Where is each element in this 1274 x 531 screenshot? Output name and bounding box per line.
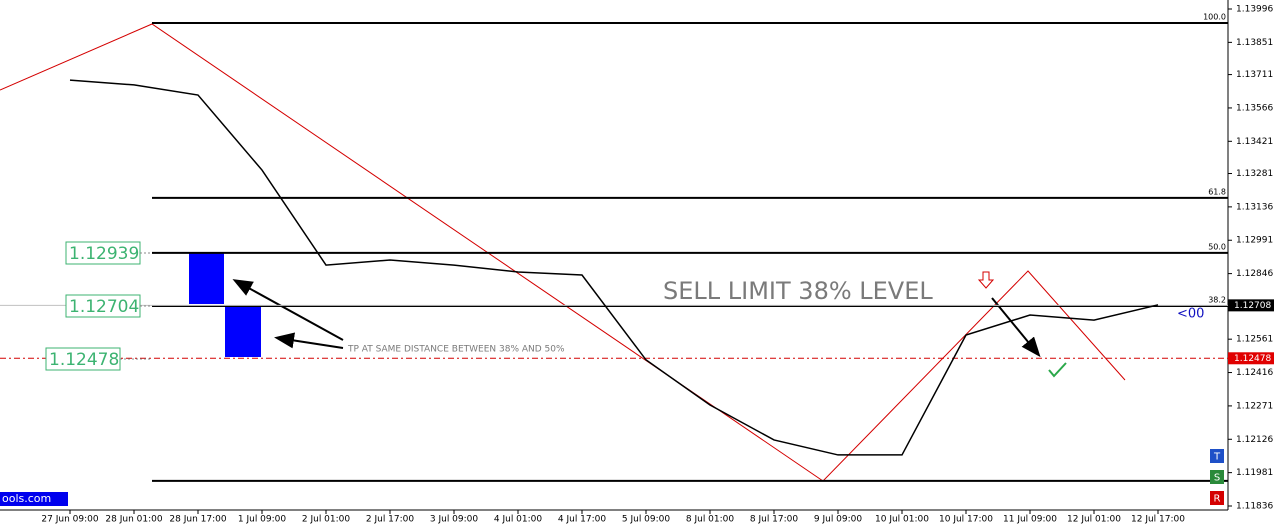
y-tick-label: 1.13136	[1236, 202, 1273, 212]
y-tick-label: 1.13281	[1236, 169, 1273, 179]
y-tick-label: 1.12416	[1236, 368, 1273, 378]
x-tick-label: 10 Jul 17:00	[939, 515, 993, 525]
y-tick-label: 1.11981	[1236, 468, 1273, 478]
x-tick-label: 2 Jul 01:00	[302, 515, 351, 525]
x-tick-label: 12 Jul 17:00	[1131, 515, 1185, 525]
x-tick-label: 5 Jul 09:00	[622, 515, 671, 525]
x-tick-label: 8 Jul 17:00	[750, 515, 799, 525]
x-tick-label: 10 Jul 01:00	[875, 515, 929, 525]
arrow	[274, 332, 344, 349]
fib-label: 100.0	[1203, 13, 1226, 22]
fib-label: 61.8	[1208, 187, 1226, 196]
price-line	[69, 79, 1159, 456]
annotation: SELL LIMIT 38% LEVEL	[663, 277, 933, 305]
x-tick-label: 3 Jul 09:00	[430, 515, 479, 525]
y-tick-label: 1.12126	[1236, 435, 1273, 445]
button-label: T	[1213, 452, 1221, 463]
arrow	[232, 279, 344, 341]
down-arrow-icon	[977, 271, 995, 289]
y-tick-label: 1.13996	[1236, 5, 1273, 15]
x-tick-label: 12 Jul 01:00	[1067, 515, 1121, 525]
button[interactable]	[1210, 470, 1224, 484]
price-tag	[1228, 299, 1274, 312]
y-tick-label: 1.12561	[1236, 335, 1273, 345]
y-tick-label: 1.11836	[1236, 502, 1273, 512]
marker-label: <00	[1177, 307, 1204, 322]
site-badge	[0, 492, 68, 506]
zone-box	[189, 253, 224, 304]
button-label: R	[1214, 494, 1221, 505]
annotation: TP AT SAME DISTANCE BETWEEN 38% AND 50%	[347, 345, 565, 355]
x-tick-label: 4 Jul 17:00	[558, 515, 607, 525]
x-tick-label: 4 Jul 01:00	[494, 515, 543, 525]
y-tick-label: 1.13421	[1236, 137, 1273, 147]
check-icon	[1048, 362, 1067, 378]
site-label: ools.com	[2, 492, 51, 505]
y-tick-label: 1.12991	[1236, 236, 1273, 246]
y-tick-label: 1.13566	[1236, 103, 1273, 113]
zone-box	[225, 306, 261, 357]
x-tick-label: 1 Jul 09:00	[238, 515, 287, 525]
price-tag-label: 1.12708	[1234, 301, 1271, 311]
x-tick-label: 28 Jun 01:00	[105, 515, 162, 525]
y-tick-label: 1.13711	[1236, 70, 1273, 80]
button[interactable]	[1210, 491, 1224, 505]
y-tick-label: 1.12271	[1236, 401, 1273, 411]
fib-label: 38.2	[1208, 296, 1226, 305]
x-tick-label: 8 Jul 01:00	[686, 515, 735, 525]
y-tick-label: 1.13851	[1236, 38, 1273, 48]
arrow	[991, 297, 1041, 358]
level-label: 1.12478	[49, 350, 119, 370]
price-tag-label: 1.12478	[1234, 354, 1271, 364]
level-label: 1.12704	[69, 297, 139, 317]
y-tick-label: 1.12846	[1236, 269, 1273, 279]
level-label: 1.12939	[69, 244, 139, 264]
x-tick-label: 2 Jul 17:00	[366, 515, 415, 525]
button[interactable]	[1210, 449, 1224, 463]
x-tick-label: 28 Jun 17:00	[169, 515, 226, 525]
button-label: S	[1214, 473, 1220, 484]
x-tick-label: 11 Jul 09:00	[1003, 515, 1057, 525]
x-tick-label: 9 Jul 09:00	[814, 515, 863, 525]
x-tick-label: 27 Jun 09:00	[41, 515, 98, 525]
price-tag	[1228, 352, 1274, 365]
fib-label: 50.0	[1208, 242, 1226, 251]
